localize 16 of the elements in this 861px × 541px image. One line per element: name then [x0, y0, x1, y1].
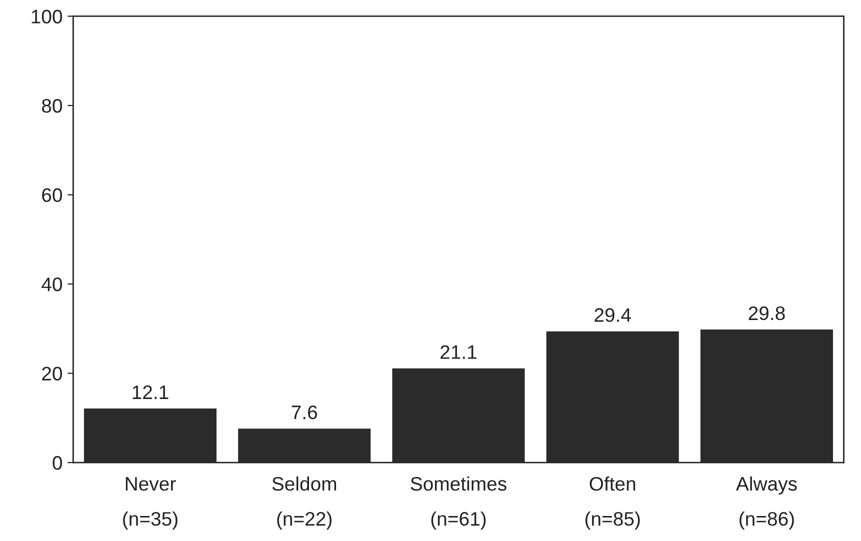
x-tick-label: Sometimes (n=61) — [410, 476, 506, 530]
data-label: 29.8 — [748, 306, 785, 320]
y-tick-label: 0 — [52, 456, 62, 470]
data-label: 12.1 — [132, 385, 168, 399]
data-label: 29.4 — [594, 308, 631, 322]
y-tick-label: 80 — [42, 98, 62, 113]
x-tick-label: Often (n=85) — [585, 476, 640, 530]
data-label: 21.1 — [440, 345, 476, 359]
x-tick-label: Always (n=86) — [736, 476, 797, 530]
y-tick-label: 40 — [42, 277, 62, 292]
data-label: 7.6 — [292, 405, 318, 420]
x-tick-label: Never (n=35) — [123, 477, 178, 530]
y-tick-label: 100 — [32, 10, 62, 24]
y-tick-label: 20 — [42, 366, 62, 381]
x-tick-label: Seldom (n=22) — [272, 476, 336, 530]
y-tick-label: 60 — [42, 188, 62, 202]
